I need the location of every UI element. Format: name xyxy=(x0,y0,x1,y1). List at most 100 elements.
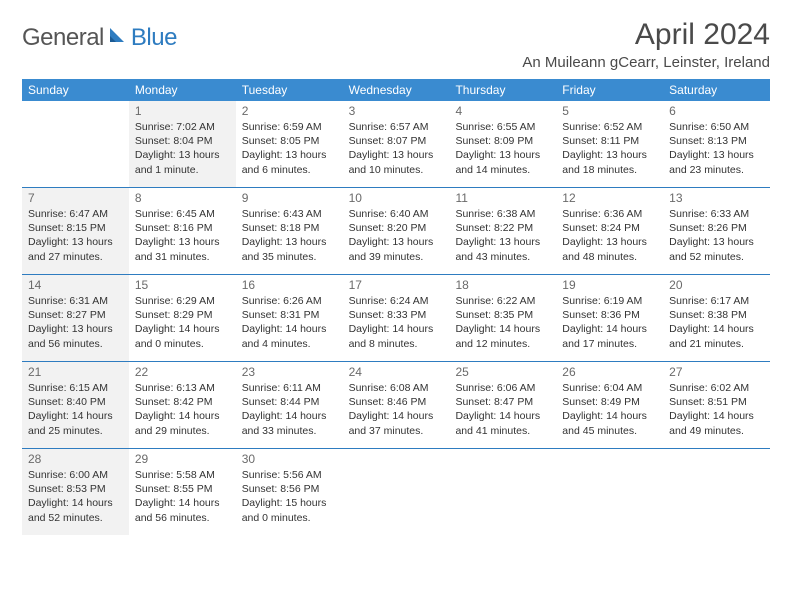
day-cell: 16Sunrise: 6:26 AMSunset: 8:31 PMDayligh… xyxy=(236,275,343,361)
weekday-header: Tuesday xyxy=(236,79,343,101)
day-info: Sunrise: 6:31 AMSunset: 8:27 PMDaylight:… xyxy=(28,294,123,351)
day-number: 7 xyxy=(28,191,123,205)
daylight-text: Daylight: 13 hours and 18 minutes. xyxy=(562,148,657,176)
day-cell: 12Sunrise: 6:36 AMSunset: 8:24 PMDayligh… xyxy=(556,188,663,274)
sunset-text: Sunset: 8:47 PM xyxy=(455,395,550,409)
sunset-text: Sunset: 8:13 PM xyxy=(669,134,764,148)
day-info: Sunrise: 6:33 AMSunset: 8:26 PMDaylight:… xyxy=(669,207,764,264)
day-cell: 26 Sunrise: 6:04 AMSunset: 8:49 PMDayligh… xyxy=(556,362,663,448)
sunset-text: Sunset: 8:46 PM xyxy=(349,395,444,409)
day-cell: 19Sunrise: 6:19 AMSunset: 8:36 PMDayligh… xyxy=(556,275,663,361)
day-cell xyxy=(343,449,450,535)
sunrise-text: Sunrise: 6:33 AM xyxy=(669,207,764,221)
weekday-header: Thursday xyxy=(449,79,556,101)
day-number: 18 xyxy=(455,278,550,292)
day-info: Sunrise: 6:50 AMSunset: 8:13 PMDaylight:… xyxy=(669,120,764,177)
day-number: 25 xyxy=(455,365,550,379)
daylight-text: Daylight: 13 hours and 23 minutes. xyxy=(669,148,764,176)
day-number: 22 xyxy=(135,365,230,379)
day-cell xyxy=(663,449,770,535)
day-number: 9 xyxy=(242,191,337,205)
sunrise-text: Sunrise: 6:38 AM xyxy=(455,207,550,221)
week-row: 14 Sunrise: 6:31 AMSunset: 8:27 PMDayligh… xyxy=(22,274,770,361)
daylight-text: Daylight: 14 hours and 49 minutes. xyxy=(669,409,764,437)
weekday-header: Sunday xyxy=(22,79,129,101)
day-cell: 13Sunrise: 6:33 AMSunset: 8:26 PMDayligh… xyxy=(663,188,770,274)
day-cell: 4Sunrise: 6:55 AMSunset: 8:09 PMDaylight… xyxy=(449,101,556,187)
day-info: Sunrise: 6:40 AMSunset: 8:20 PMDaylight:… xyxy=(349,207,444,264)
sunrise-text: Sunrise: 5:58 AM xyxy=(135,468,230,482)
daylight-text: Daylight: 14 hours and 45 minutes. xyxy=(562,409,657,437)
day-info: Sunrise: 6:38 AMSunset: 8:22 PMDaylight:… xyxy=(455,207,550,264)
sunrise-text: Sunrise: 6:11 AM xyxy=(242,381,337,395)
day-number: 21 xyxy=(28,365,123,379)
daylight-text: Daylight: 14 hours and 21 minutes. xyxy=(669,322,764,350)
day-info: Sunrise: 6:08 AMSunset: 8:46 PMDaylight:… xyxy=(349,381,444,438)
sunset-text: Sunset: 8:29 PM xyxy=(135,308,230,322)
day-info: Sunrise: 6:15 AMSunset: 8:40 PMDaylight:… xyxy=(28,381,123,438)
day-info: Sunrise: 6:52 AMSunset: 8:11 PMDaylight:… xyxy=(562,120,657,177)
day-number: 29 xyxy=(135,452,230,466)
day-cell: 7Sunrise: 6:47 AMSunset: 8:15 PMDaylight… xyxy=(22,188,129,274)
sunset-text: Sunset: 8:42 PM xyxy=(135,395,230,409)
flag-icon xyxy=(108,26,128,51)
day-number: 16 xyxy=(242,278,337,292)
day-number: 27 xyxy=(669,365,764,379)
sunset-text: Sunset: 8:40 PM xyxy=(28,395,123,409)
day-number: 12 xyxy=(562,191,657,205)
daylight-text: Daylight: 15 hours and 0 minutes. xyxy=(242,496,337,524)
sunset-text: Sunset: 8:51 PM xyxy=(669,395,764,409)
day-info: Sunrise: 6:00 AMSunset: 8:53 PMDaylight:… xyxy=(28,468,123,525)
sunrise-text: Sunrise: 5:56 AM xyxy=(242,468,337,482)
day-number: 26 xyxy=(562,365,657,379)
daylight-text: Daylight: 13 hours and 14 minutes. xyxy=(455,148,550,176)
day-cell: 18 Sunrise: 6:22 AMSunset: 8:35 PMDayligh… xyxy=(449,275,556,361)
sunset-text: Sunset: 8:09 PM xyxy=(455,134,550,148)
sunrise-text: Sunrise: 6:26 AM xyxy=(242,294,337,308)
day-info: Sunrise: 6:04 AMSunset: 8:49 PMDaylight:… xyxy=(562,381,657,438)
sunset-text: Sunset: 8:38 PM xyxy=(669,308,764,322)
day-number: 5 xyxy=(562,104,657,118)
day-number: 17 xyxy=(349,278,444,292)
daylight-text: Daylight: 14 hours and 52 minutes. xyxy=(28,496,123,524)
sunrise-text: Sunrise: 7:02 AM xyxy=(135,120,230,134)
day-info: Sunrise: 6:45 AMSunset: 8:16 PMDaylight:… xyxy=(135,207,230,264)
sunrise-text: Sunrise: 6:24 AM xyxy=(349,294,444,308)
daylight-text: Daylight: 14 hours and 4 minutes. xyxy=(242,322,337,350)
day-cell: 24Sunrise: 6:08 AMSunset: 8:46 PMDayligh… xyxy=(343,362,450,448)
daylight-text: Daylight: 13 hours and 6 minutes. xyxy=(242,148,337,176)
day-info: Sunrise: 6:55 AMSunset: 8:09 PMDaylight:… xyxy=(455,120,550,177)
daylight-text: Daylight: 14 hours and 56 minutes. xyxy=(135,496,230,524)
sunset-text: Sunset: 8:49 PM xyxy=(562,395,657,409)
day-cell: 2Sunrise: 6:59 AMSunset: 8:05 PMDaylight… xyxy=(236,101,343,187)
day-info: Sunrise: 6:59 AMSunset: 8:05 PMDaylight:… xyxy=(242,120,337,177)
sunset-text: Sunset: 8:16 PM xyxy=(135,221,230,235)
daylight-text: Daylight: 13 hours and 10 minutes. xyxy=(349,148,444,176)
day-number: 14 xyxy=(28,278,123,292)
sunrise-text: Sunrise: 6:00 AM xyxy=(28,468,123,482)
day-number: 3 xyxy=(349,104,444,118)
daylight-text: Daylight: 13 hours and 43 minutes. xyxy=(455,235,550,263)
day-info: Sunrise: 6:13 AMSunset: 8:42 PMDaylight:… xyxy=(135,381,230,438)
day-number: 8 xyxy=(135,191,230,205)
sunset-text: Sunset: 8:53 PM xyxy=(28,482,123,496)
day-info: Sunrise: 6:22 AMSunset: 8:35 PMDaylight:… xyxy=(455,294,550,351)
daylight-text: Daylight: 14 hours and 0 minutes. xyxy=(135,322,230,350)
day-info: Sunrise: 6:24 AMSunset: 8:33 PMDaylight:… xyxy=(349,294,444,351)
day-info: Sunrise: 6:06 AMSunset: 8:47 PMDaylight:… xyxy=(455,381,550,438)
day-info: Sunrise: 6:11 AMSunset: 8:44 PMDaylight:… xyxy=(242,381,337,438)
day-cell: 11Sunrise: 6:38 AMSunset: 8:22 PMDayligh… xyxy=(449,188,556,274)
day-cell xyxy=(22,101,129,187)
sunrise-text: Sunrise: 6:02 AM xyxy=(669,381,764,395)
sunrise-text: Sunrise: 6:47 AM xyxy=(28,207,123,221)
day-cell: 17 Sunrise: 6:24 AMSunset: 8:33 PMDayligh… xyxy=(343,275,450,361)
day-cell: 1Sunrise: 7:02 AMSunset: 8:04 PMDaylight… xyxy=(129,101,236,187)
day-cell: 27 Sunrise: 6:02 AMSunset: 8:51 PMDayligh… xyxy=(663,362,770,448)
month-title: April 2024 xyxy=(522,18,770,52)
weekday-header-row: SundayMondayTuesdayWednesdayThursdayFrid… xyxy=(22,79,770,101)
day-number: 1 xyxy=(135,104,230,118)
day-cell: 21 Sunrise: 6:15 AMSunset: 8:40 PMDayligh… xyxy=(22,362,129,448)
sunrise-text: Sunrise: 6:52 AM xyxy=(562,120,657,134)
weekday-header: Saturday xyxy=(663,79,770,101)
sunrise-text: Sunrise: 6:06 AM xyxy=(455,381,550,395)
